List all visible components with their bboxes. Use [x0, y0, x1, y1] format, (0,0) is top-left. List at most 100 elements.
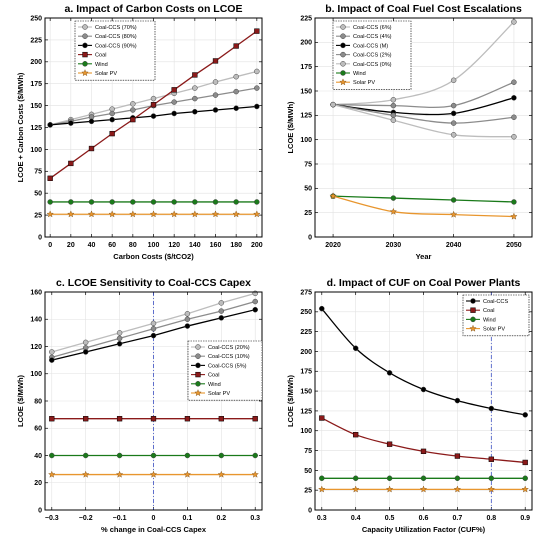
x-tick-label: 0	[48, 242, 52, 249]
data-point	[184, 311, 191, 317]
series-coal-ccs-10	[49, 298, 258, 361]
x-tick-label: 80	[129, 242, 137, 249]
y-tick-label: 75	[34, 169, 42, 176]
x-tick-label: −0.2	[79, 515, 93, 522]
x-tick-label: 0.5	[385, 515, 395, 522]
data-point	[191, 210, 199, 218]
data-point	[46, 210, 54, 218]
y-tick-label: 0	[38, 234, 42, 241]
data-point	[254, 103, 260, 110]
data-point	[450, 110, 457, 117]
series-wind	[47, 199, 260, 205]
legend-swatch-marker	[340, 33, 346, 39]
y-axis-label: LCOE ($/MWh)	[286, 101, 295, 154]
y-tick-label: 140	[30, 317, 42, 324]
data-point	[488, 405, 495, 412]
data-point	[109, 130, 115, 137]
data-point	[488, 475, 495, 482]
legend-swatch-marker	[195, 371, 201, 378]
data-point	[150, 199, 157, 205]
series-line	[333, 21, 515, 106]
y-tick-label: 175	[30, 81, 42, 88]
legend-entry: Solar PV	[95, 71, 117, 77]
series-line	[332, 103, 514, 138]
data-point	[192, 85, 198, 91]
series-solar-pv	[329, 192, 518, 220]
data-point	[150, 332, 157, 339]
series-coal-ccs-0	[330, 101, 517, 140]
legend-entry: Wind	[353, 71, 366, 77]
data-point	[233, 43, 239, 49]
series-line	[333, 195, 514, 203]
legend-swatch-marker	[340, 70, 346, 76]
data-point	[319, 415, 325, 421]
series-wind	[319, 475, 528, 482]
series-coal	[47, 28, 260, 181]
legend-entry: Coal-CCS	[483, 299, 508, 305]
x-tick-label: 180	[230, 242, 242, 249]
legend-swatch-marker	[470, 307, 476, 313]
y-tick-label: 200	[300, 40, 312, 47]
series-coal	[49, 416, 258, 422]
data-point	[252, 452, 258, 459]
data-point	[511, 95, 517, 101]
legend-swatch-marker	[195, 353, 201, 359]
data-point	[171, 110, 177, 117]
data-point	[253, 210, 261, 218]
data-point	[68, 199, 74, 205]
y-tick-label: 60	[34, 426, 42, 433]
x-tick-label: −0.3	[45, 515, 59, 522]
y-tick-label: 175	[300, 369, 312, 376]
data-point	[420, 386, 427, 393]
legend-swatch-marker	[82, 51, 88, 58]
panel-title: b. Impact of Coal Fuel Cost Escalations	[325, 3, 522, 15]
data-point	[184, 452, 191, 459]
series-line	[332, 97, 515, 116]
data-point	[130, 101, 136, 107]
data-point	[116, 330, 123, 336]
data-point	[184, 316, 191, 322]
data-point	[522, 475, 528, 482]
data-point	[319, 475, 325, 482]
legend-swatch-marker	[340, 24, 346, 30]
data-point	[233, 88, 239, 95]
data-point	[254, 85, 260, 91]
data-point	[67, 210, 75, 218]
panel-title: d. Impact of CUF on Coal Power Plants	[327, 277, 521, 289]
data-point	[171, 199, 177, 205]
legend-entry: Coal-CCS (M)	[353, 43, 388, 49]
legend-entry: Coal-CCS (70%)	[95, 25, 137, 31]
legend-swatch-marker	[195, 381, 201, 387]
legend: Coal-CCS (20%) Coal-CCS (10%) Coal-CCS (5%…	[187, 340, 263, 401]
series-solar-pv	[48, 470, 259, 478]
data-point	[192, 95, 198, 102]
data-point	[420, 475, 427, 482]
data-point	[88, 118, 95, 125]
data-point	[386, 370, 393, 376]
legend-entry: Coal-CCS (90%)	[95, 43, 137, 49]
data-point	[318, 485, 326, 493]
data-point	[453, 485, 462, 493]
y-axis-label: LCOE ($/MWh)	[286, 374, 295, 427]
data-point	[170, 210, 178, 218]
data-point	[171, 99, 177, 105]
x-tick-label: 2050	[506, 242, 522, 249]
y-tick-label: 75	[304, 448, 312, 455]
data-point	[386, 475, 393, 482]
data-point	[150, 95, 157, 102]
data-point	[390, 102, 397, 109]
data-point	[184, 323, 191, 329]
data-point	[488, 456, 494, 462]
data-point	[47, 122, 53, 128]
data-point	[130, 199, 136, 205]
x-tick-label: 0.9	[520, 515, 530, 522]
data-point	[150, 452, 157, 459]
data-point	[450, 77, 457, 84]
series-line	[332, 195, 514, 218]
data-point	[48, 470, 56, 478]
legend-entry: Coal-CCS (2%)	[353, 53, 392, 59]
data-point	[389, 207, 398, 215]
data-point	[233, 105, 239, 111]
x-tick-label: 2020	[325, 242, 341, 249]
y-tick-label: 20	[34, 480, 42, 487]
